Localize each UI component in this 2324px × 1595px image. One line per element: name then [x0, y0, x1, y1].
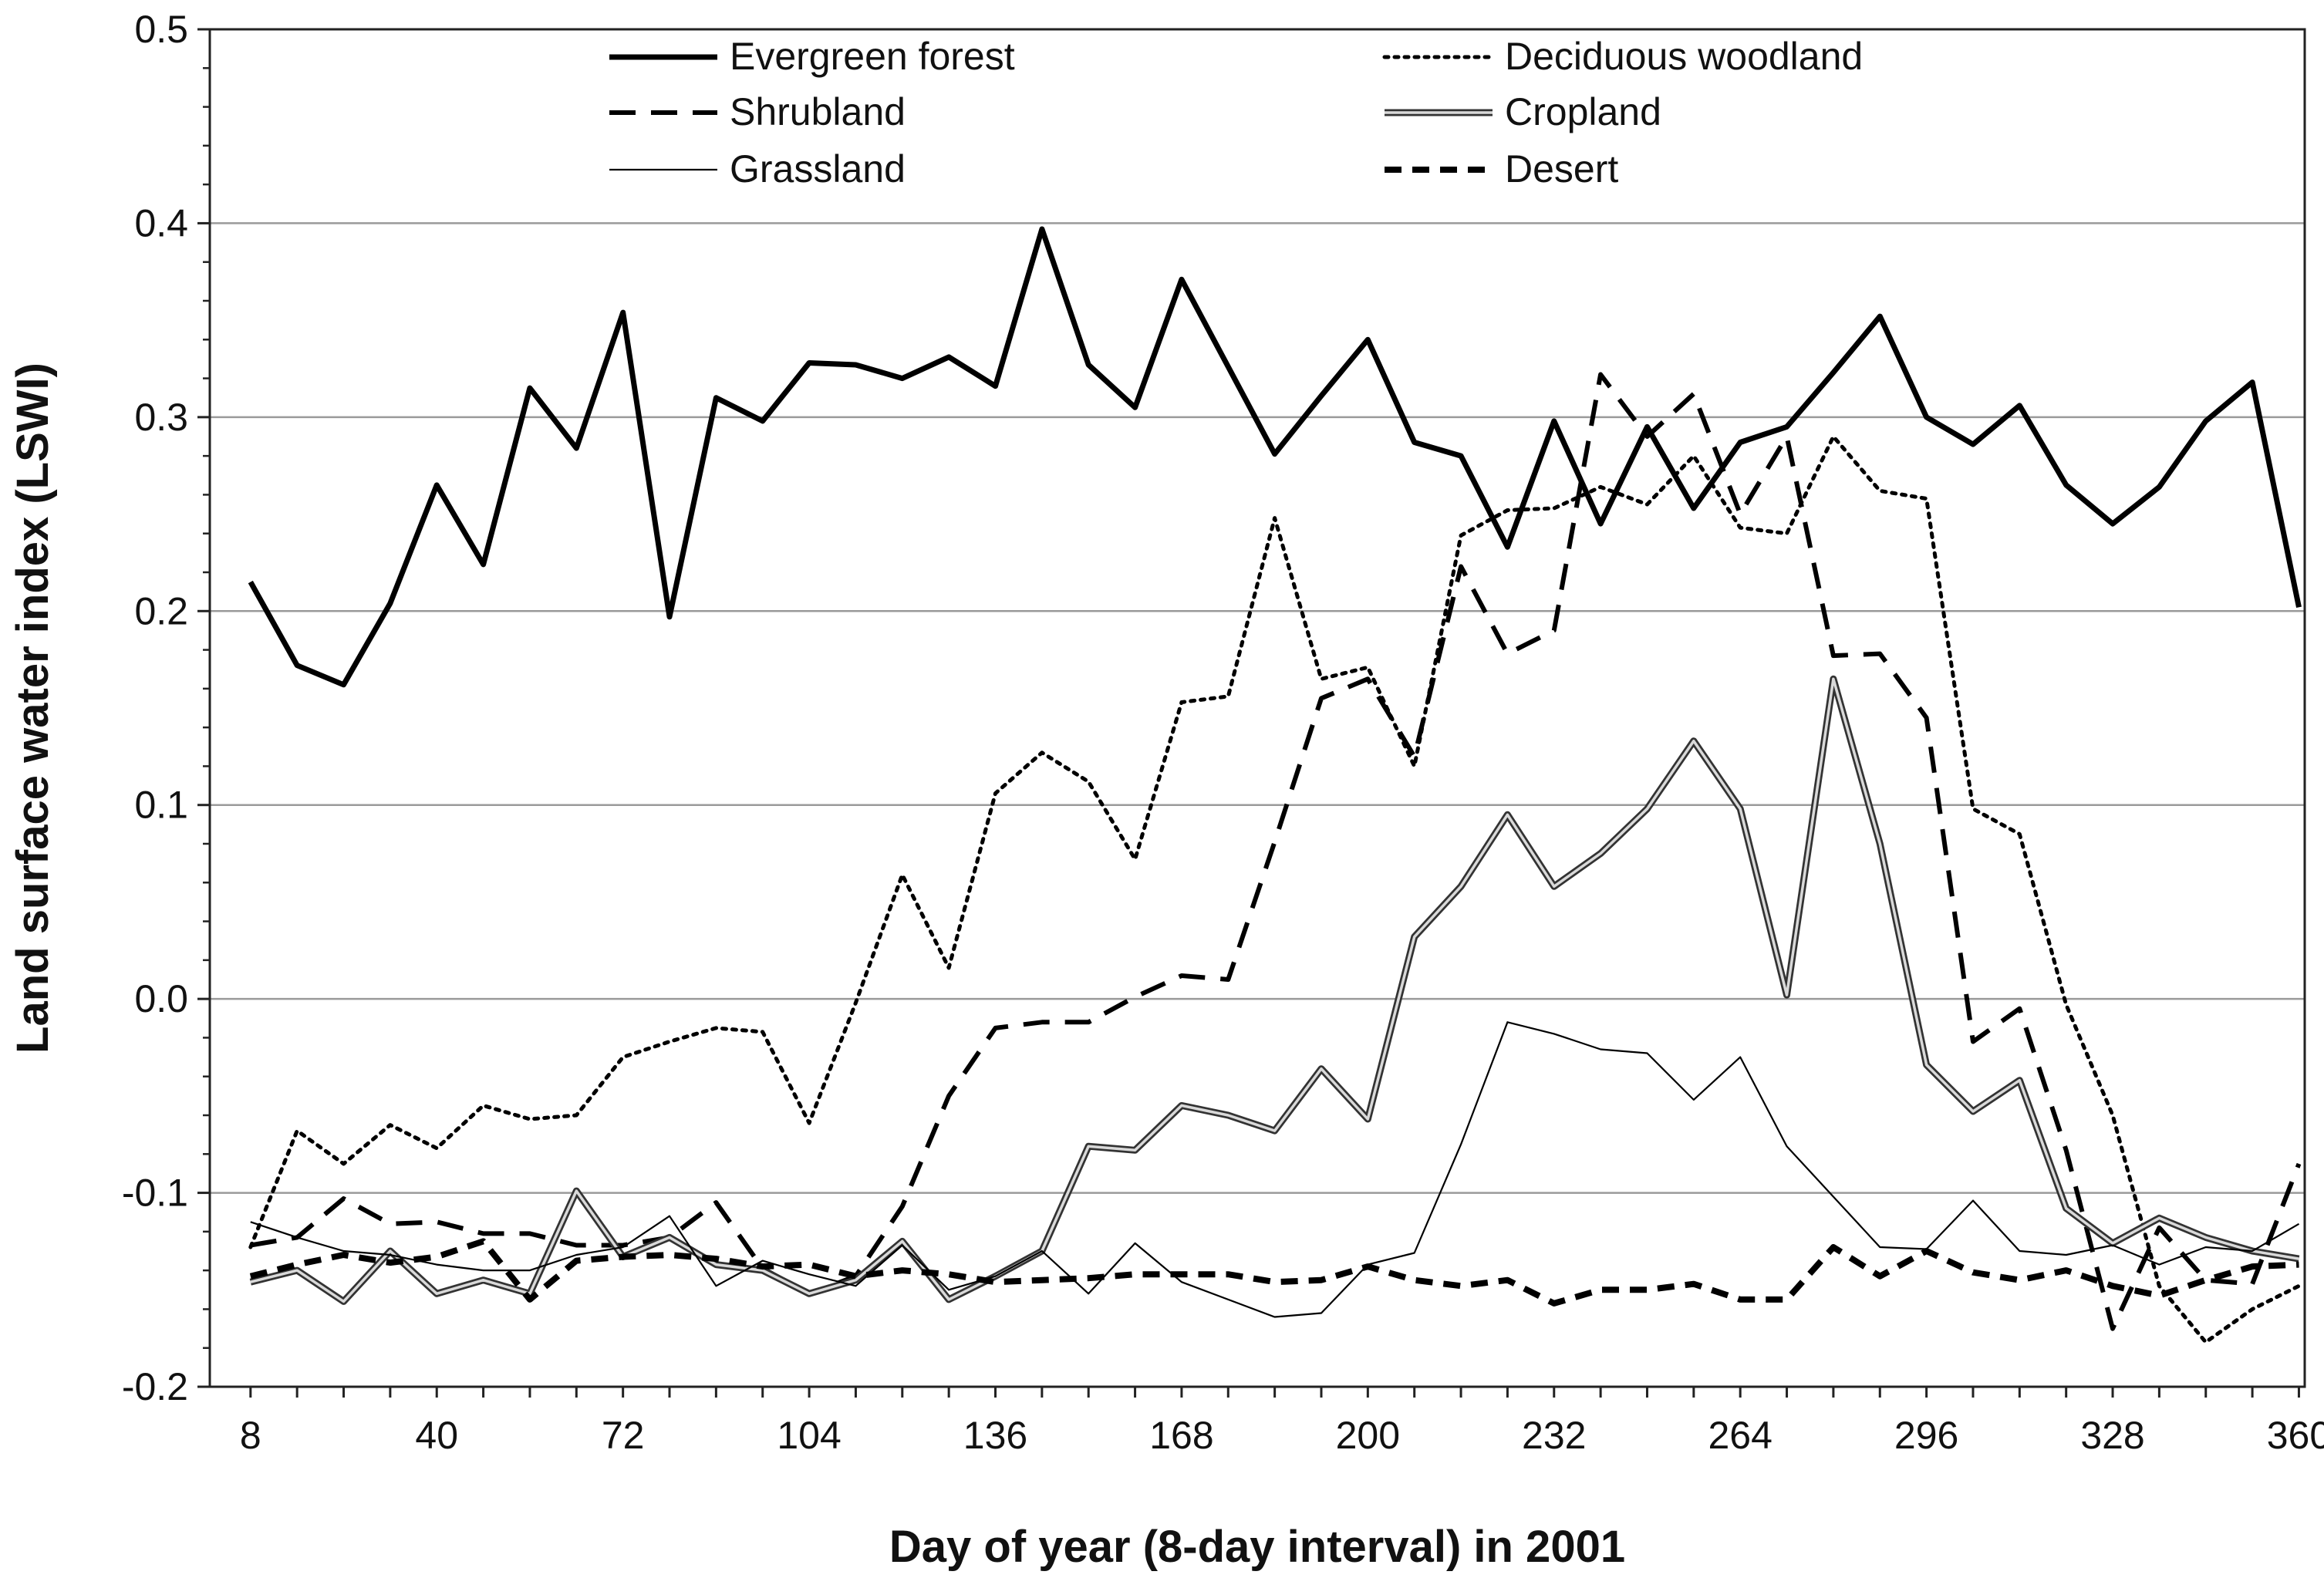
x-tick-label: 40 — [415, 1414, 458, 1457]
x-tick-label: 168 — [1149, 1414, 1213, 1457]
x-tick-label: 360 — [2267, 1414, 2324, 1457]
series-line — [249, 1238, 2299, 1307]
series-shrubland — [250, 372, 2302, 1331]
x-tick-label: 8 — [240, 1414, 261, 1457]
y-tick-label: 0.5 — [134, 8, 188, 51]
x-tick-label: 296 — [1894, 1414, 1958, 1457]
x-tick-label: 200 — [1336, 1414, 1400, 1457]
gridlines — [210, 222, 2305, 1194]
series-desert — [249, 1238, 2299, 1307]
x-axis-ticks: 8 40 72 104 136 168 200 232 264 296 328 360 — [240, 1387, 2324, 1457]
x-axis-title: Day of year (8-day interval) in 2001 — [889, 1522, 1625, 1572]
y-tick-label: 0.4 — [134, 201, 188, 244]
y-tick-label: 0.2 — [134, 589, 188, 632]
series-line — [250, 372, 2302, 1331]
y-axis-ticks: -0.2 -0.1 0.0 0.1 0.2 0.3 0.4 0.5 — [122, 8, 210, 1408]
legend-item: Desert — [1385, 147, 1618, 191]
legend-label: Shrubland — [730, 90, 906, 133]
series-line — [249, 675, 2300, 1305]
legend-label: Cropland — [1505, 90, 1661, 133]
series-grassland — [250, 1021, 2300, 1318]
y-tick-label: -0.2 — [122, 1365, 188, 1408]
legend-item: Deciduous woodland — [1382, 35, 1863, 78]
series-line — [248, 434, 2301, 1344]
x-tick-label: 264 — [1708, 1414, 1772, 1457]
series-deciduous-woodland — [248, 434, 2301, 1344]
x-tick-label: 232 — [1522, 1414, 1586, 1457]
legend: Evergreen forest Deciduous woodland Shrubl… — [609, 35, 1863, 191]
y-tick-label: 0.0 — [134, 977, 188, 1020]
legend-item: Shrubland — [609, 90, 906, 133]
x-tick-label: 72 — [602, 1414, 645, 1457]
plot-area-frame — [208, 28, 2306, 1388]
legend-label: Grassland — [730, 147, 906, 191]
legend-item: Grassland — [609, 147, 906, 191]
series-lines — [248, 226, 2302, 1344]
series-line — [250, 1021, 2300, 1318]
series-line — [248, 226, 2302, 688]
series-line — [250, 677, 2299, 1303]
legend-label: Evergreen forest — [730, 35, 1015, 78]
x-tick-label: 328 — [2080, 1414, 2144, 1457]
legend-item: Cropland — [1385, 90, 1661, 133]
x-tick-label: 104 — [777, 1414, 841, 1457]
y-tick-label: 0.3 — [134, 396, 188, 439]
legend-label: Deciduous woodland — [1505, 35, 1863, 78]
series-evergreen-forest — [248, 226, 2302, 688]
legend-item: Evergreen forest — [609, 35, 1015, 78]
x-tick-label: 136 — [963, 1414, 1027, 1457]
y-axis-title: Land surface water index (LSWI) — [8, 362, 58, 1054]
y-tick-label: -0.1 — [122, 1172, 188, 1215]
legend-label: Desert — [1505, 147, 1618, 191]
y-tick-label: 0.1 — [134, 784, 188, 827]
series-cropland — [249, 675, 2300, 1305]
